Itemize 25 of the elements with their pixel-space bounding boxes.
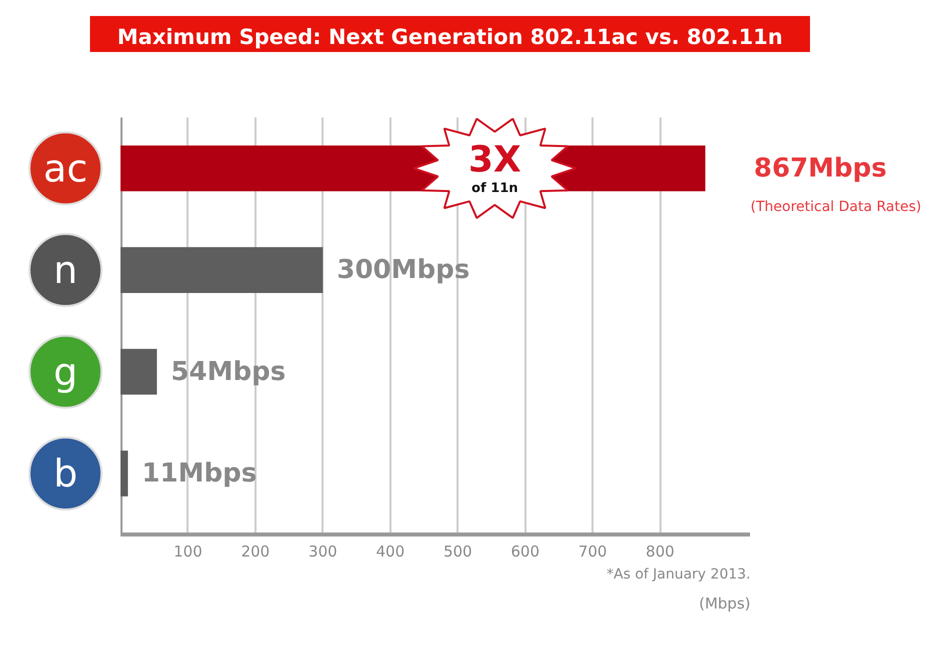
x-tick-label: 700: [578, 542, 607, 560]
x-tick-label: 200: [241, 542, 270, 560]
annotation: (Theoretical Data Rates): [750, 199, 922, 215]
y-tick-label: n: [53, 248, 78, 292]
y-tick-label: ac: [43, 146, 88, 190]
y-tick-label: g: [53, 350, 78, 394]
bar: [120, 450, 128, 496]
data-label: 300Mbps: [336, 255, 470, 286]
bar: [120, 247, 323, 293]
x-tick-label: 100: [174, 542, 202, 560]
bar: [120, 348, 157, 395]
x-tick-label: 500: [443, 542, 472, 560]
data-label: 867Mbps: [754, 153, 887, 184]
text: *As of January 2013.: [606, 566, 751, 582]
x-tick-label: 800: [646, 542, 674, 560]
x-axis-title: (Mbps): [698, 594, 751, 612]
data-label: 54Mbps: [170, 356, 286, 387]
annotation: of 11n: [472, 181, 518, 196]
chart-title: Maximum Speed: Next Generation 802.11ac vs. 802.11n: [117, 24, 783, 51]
y-tick-label: b: [53, 451, 78, 496]
x-tick-label: 300: [308, 542, 338, 560]
data-label: 11Mbps: [142, 458, 257, 488]
x-tick-label: 400: [376, 542, 405, 560]
x-tick-label: 600: [510, 542, 540, 560]
annotation: 3X: [468, 140, 522, 181]
